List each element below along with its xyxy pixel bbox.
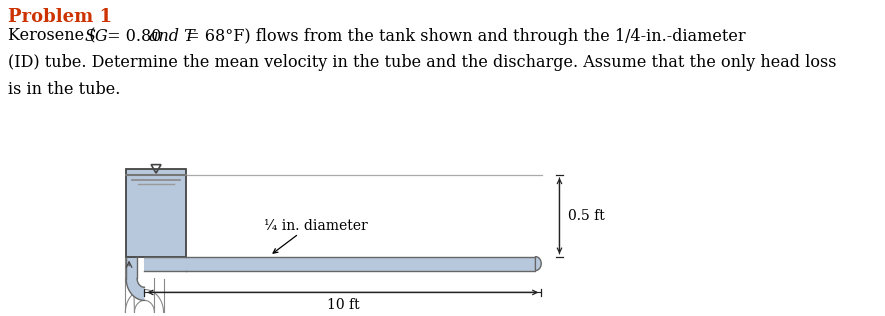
Text: = 0.80: = 0.80 <box>102 28 166 45</box>
Text: Problem 1: Problem 1 <box>8 8 112 26</box>
Polygon shape <box>535 257 542 270</box>
Text: 10 ft: 10 ft <box>327 298 359 313</box>
Polygon shape <box>127 278 144 301</box>
Text: is in the tube.: is in the tube. <box>8 81 120 98</box>
Text: and T: and T <box>149 28 195 45</box>
Text: SG: SG <box>84 28 108 45</box>
Bar <box>144 257 186 270</box>
Text: 0.5 ft: 0.5 ft <box>568 209 604 223</box>
Text: ¹⁄₄ in. diameter: ¹⁄₄ in. diameter <box>264 219 367 233</box>
Bar <box>186 257 535 270</box>
Text: (ID) tube. Determine the mean velocity in the tube and the discharge. Assume tha: (ID) tube. Determine the mean velocity i… <box>8 54 837 71</box>
Bar <box>127 169 186 257</box>
Text: Kerosene (: Kerosene ( <box>8 28 96 45</box>
Bar <box>127 257 137 278</box>
Text: = 68°F) flows from the tank shown and through the 1/4-in.-diameter: = 68°F) flows from the tank shown and th… <box>181 28 745 45</box>
